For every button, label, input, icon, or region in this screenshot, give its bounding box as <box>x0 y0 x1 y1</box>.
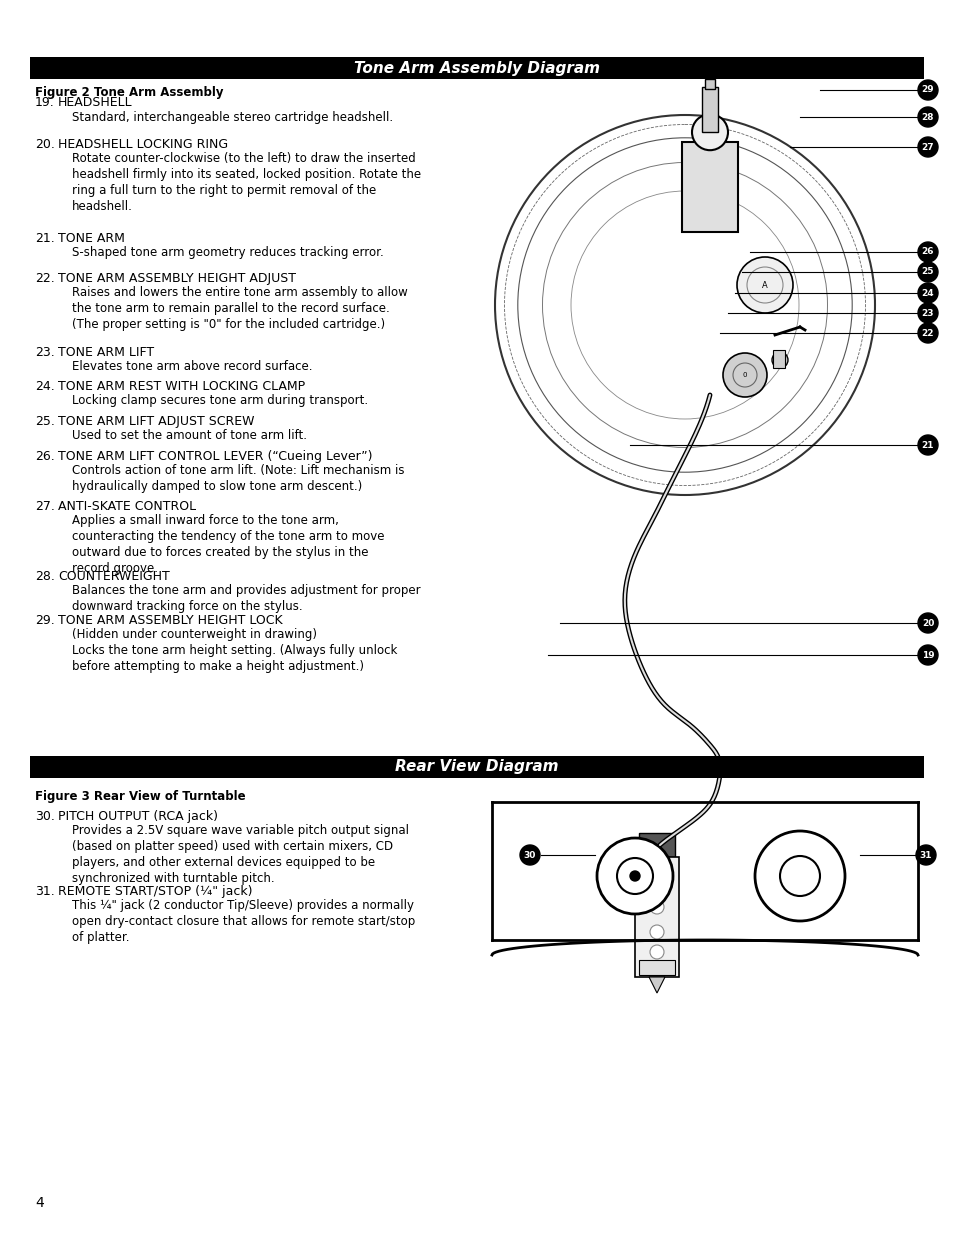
Text: HEADSHELL: HEADSHELL <box>58 96 132 109</box>
Text: HEADSHELL LOCKING RING: HEADSHELL LOCKING RING <box>58 138 228 151</box>
Circle shape <box>771 352 787 368</box>
Text: TONE ARM ASSEMBLY HEIGHT ADJUST: TONE ARM ASSEMBLY HEIGHT ADJUST <box>58 272 295 285</box>
Text: 26: 26 <box>921 247 933 257</box>
Circle shape <box>917 283 937 303</box>
Circle shape <box>917 613 937 634</box>
Text: 21: 21 <box>921 441 933 450</box>
Text: 0: 0 <box>742 372 746 378</box>
Text: 30: 30 <box>523 851 536 860</box>
Bar <box>772 350 784 368</box>
Text: 25: 25 <box>921 268 933 277</box>
Text: (Hidden under counterweight in drawing)
Locks the tone arm height setting. (Alwa: (Hidden under counterweight in drawing) … <box>71 629 397 673</box>
Text: TONE ARM REST WITH LOCKING CLAMP: TONE ARM REST WITH LOCKING CLAMP <box>58 380 305 393</box>
Text: 30.: 30. <box>35 810 55 823</box>
Text: 19: 19 <box>921 651 933 659</box>
Bar <box>681 142 738 232</box>
Circle shape <box>917 107 937 127</box>
Circle shape <box>649 876 663 889</box>
Text: A: A <box>761 280 767 289</box>
Text: 31: 31 <box>919 851 931 860</box>
Text: ANTI-SKATE CONTROL: ANTI-SKATE CONTROL <box>58 500 196 513</box>
Bar <box>30 57 923 79</box>
Text: 23.: 23. <box>35 346 54 359</box>
Text: REMOTE START/STOP (¼" jack): REMOTE START/STOP (¼" jack) <box>58 885 253 898</box>
Circle shape <box>519 845 539 864</box>
Circle shape <box>780 856 820 897</box>
Circle shape <box>691 114 727 151</box>
Text: 20: 20 <box>921 619 933 627</box>
Text: TONE ARM: TONE ARM <box>58 232 125 245</box>
Bar <box>704 79 714 89</box>
Circle shape <box>917 137 937 157</box>
Text: Figure 3 Rear View of Turntable: Figure 3 Rear View of Turntable <box>35 790 245 803</box>
Circle shape <box>917 242 937 262</box>
Text: COUNTERWEIGHT: COUNTERWEIGHT <box>58 571 170 583</box>
Circle shape <box>617 858 652 894</box>
Circle shape <box>917 303 937 324</box>
Text: Controls action of tone arm lift. (Note: Lift mechanism is
hydraulically damped : Controls action of tone arm lift. (Note:… <box>71 464 404 493</box>
Circle shape <box>495 115 874 495</box>
Circle shape <box>629 871 639 881</box>
Text: Used to set the amount of tone arm lift.: Used to set the amount of tone arm lift. <box>71 429 307 442</box>
Text: Figure 2 Tone Arm Assembly: Figure 2 Tone Arm Assembly <box>35 86 223 99</box>
Text: TONE ARM LIFT CONTROL LEVER (“Cueing Lever”): TONE ARM LIFT CONTROL LEVER (“Cueing Lev… <box>58 450 372 463</box>
Text: Locking clamp secures tone arm during transport.: Locking clamp secures tone arm during tr… <box>71 394 368 408</box>
Bar <box>639 960 675 974</box>
Text: Elevates tone arm above record surface.: Elevates tone arm above record surface. <box>71 359 313 373</box>
Text: 23: 23 <box>921 309 933 317</box>
Circle shape <box>649 900 663 914</box>
Text: 22.: 22. <box>35 272 54 285</box>
Text: 29: 29 <box>921 85 933 95</box>
Circle shape <box>917 645 937 664</box>
Text: 31.: 31. <box>35 885 54 898</box>
Circle shape <box>597 839 672 914</box>
Text: Raises and lowers the entire tone arm assembly to allow
the tone arm to remain p: Raises and lowers the entire tone arm as… <box>71 287 407 331</box>
Text: 25.: 25. <box>35 415 55 429</box>
Text: TONE ARM ASSEMBLY HEIGHT LOCK: TONE ARM ASSEMBLY HEIGHT LOCK <box>58 614 282 627</box>
Bar <box>30 756 923 778</box>
Circle shape <box>722 353 766 396</box>
Text: Standard, interchangeable stereo cartridge headshell.: Standard, interchangeable stereo cartrid… <box>71 111 393 124</box>
Circle shape <box>917 80 937 100</box>
Text: 26.: 26. <box>35 450 54 463</box>
Text: This ¼" jack (2 conductor Tip/Sleeve) provides a normally
open dry-contact closu: This ¼" jack (2 conductor Tip/Sleeve) pr… <box>71 899 415 944</box>
Text: Applies a small inward force to the tone arm,
counteracting the tendency of the : Applies a small inward force to the tone… <box>71 514 384 576</box>
Text: PITCH OUTPUT (RCA jack): PITCH OUTPUT (RCA jack) <box>58 810 218 823</box>
Text: 4: 4 <box>35 1195 44 1210</box>
Text: 21.: 21. <box>35 232 54 245</box>
Bar <box>639 832 675 857</box>
Text: TONE ARM LIFT: TONE ARM LIFT <box>58 346 154 359</box>
Text: 27.: 27. <box>35 500 55 513</box>
Text: Provides a 2.5V square wave variable pitch output signal
(based on platter speed: Provides a 2.5V square wave variable pit… <box>71 824 409 885</box>
Polygon shape <box>648 977 664 993</box>
Text: 29.: 29. <box>35 614 54 627</box>
Text: S-shaped tone arm geometry reduces tracking error.: S-shaped tone arm geometry reduces track… <box>71 246 383 259</box>
Circle shape <box>917 262 937 282</box>
Text: 24: 24 <box>921 289 933 298</box>
Text: TONE ARM LIFT ADJUST SCREW: TONE ARM LIFT ADJUST SCREW <box>58 415 254 429</box>
Text: 28.: 28. <box>35 571 55 583</box>
Circle shape <box>492 920 532 960</box>
Text: Rear View Diagram: Rear View Diagram <box>395 760 558 774</box>
Text: Tone Arm Assembly Diagram: Tone Arm Assembly Diagram <box>354 61 599 75</box>
Text: 27: 27 <box>921 142 933 152</box>
Text: Rotate counter-clockwise (to the left) to draw the inserted
headshell firmly int: Rotate counter-clockwise (to the left) t… <box>71 152 420 212</box>
Circle shape <box>917 324 937 343</box>
Text: 22: 22 <box>921 329 933 337</box>
Bar <box>701 88 718 132</box>
Circle shape <box>649 945 663 960</box>
Circle shape <box>915 845 935 864</box>
Text: Balances the tone arm and provides adjustment for proper
downward tracking force: Balances the tone arm and provides adjus… <box>71 584 420 613</box>
Circle shape <box>877 920 917 960</box>
Circle shape <box>737 257 792 312</box>
Text: 24.: 24. <box>35 380 54 393</box>
Text: 28: 28 <box>921 112 933 121</box>
Text: 20.: 20. <box>35 138 55 151</box>
Circle shape <box>754 831 844 921</box>
Circle shape <box>649 925 663 939</box>
Text: 19.: 19. <box>35 96 54 109</box>
Bar <box>635 857 679 977</box>
Circle shape <box>917 435 937 454</box>
